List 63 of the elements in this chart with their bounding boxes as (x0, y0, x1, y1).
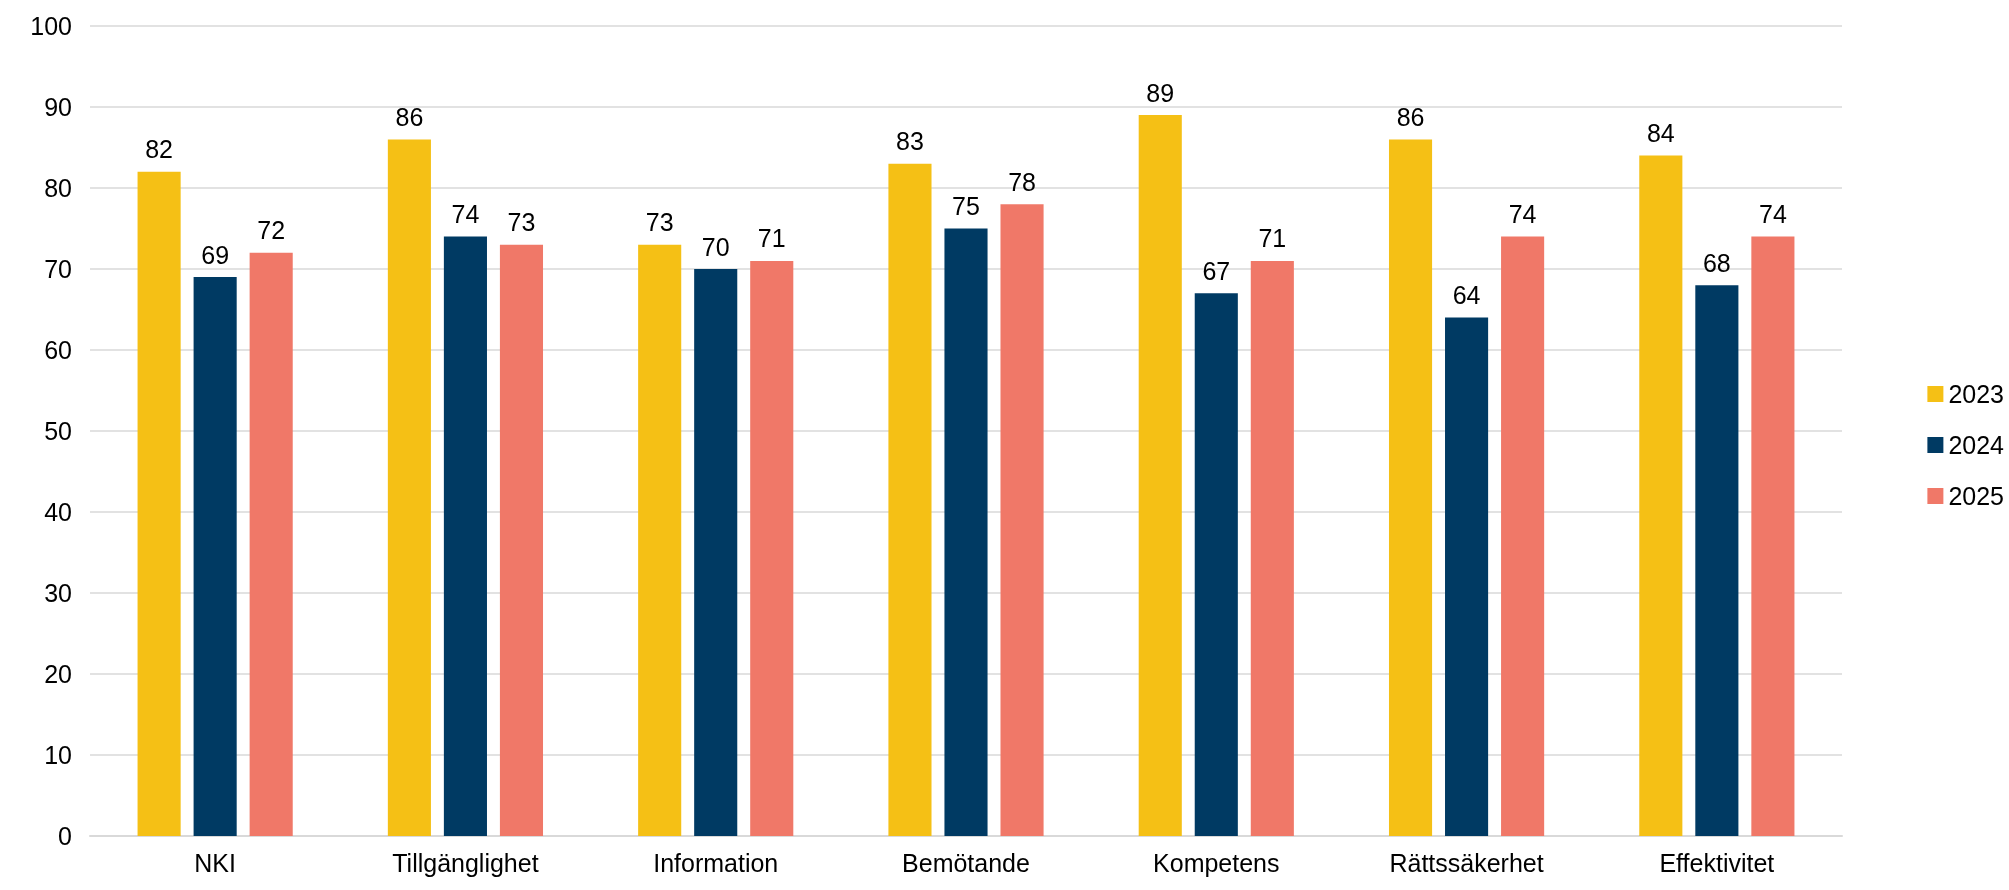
y-tick-label: 0 (58, 822, 72, 850)
data-label: 69 (201, 240, 230, 269)
bar (638, 244, 682, 836)
bar (1138, 115, 1182, 836)
y-tick-label: 30 (44, 579, 72, 607)
x-tick-label: Effektivitet (1659, 848, 1775, 877)
bar (944, 228, 988, 836)
data-label: 83 (896, 127, 924, 156)
bar (137, 171, 181, 836)
y-tick-label: 60 (44, 336, 72, 364)
data-label: 84 (1646, 119, 1675, 148)
data-label: 64 (1452, 281, 1481, 310)
bar (443, 236, 487, 836)
x-tick-label: Information (653, 848, 779, 877)
data-label: 71 (757, 224, 786, 253)
bar (888, 163, 932, 836)
y-tick-label: 100 (30, 12, 72, 40)
bar (1000, 204, 1044, 836)
data-label: 74 (1508, 200, 1537, 229)
x-tick-label: Kompetens (1153, 848, 1280, 877)
data-label: 75 (952, 192, 980, 220)
y-tick-label: 90 (44, 93, 72, 121)
y-tick-label: 80 (44, 174, 72, 202)
legend-label: 2024 (1948, 431, 2005, 459)
data-label: 71 (1258, 224, 1287, 253)
bar (694, 269, 738, 836)
data-label: 78 (1008, 167, 1036, 196)
bar (750, 260, 794, 836)
data-label: 67 (1202, 256, 1231, 285)
x-tick-label: Rättssäkerhet (1389, 848, 1544, 877)
data-label: 74 (1758, 200, 1787, 229)
x-tick-label: NKI (194, 848, 236, 877)
y-tick-label: 40 (44, 498, 72, 526)
data-label: 82 (145, 135, 174, 164)
x-tick-label: Bemötande (902, 848, 1030, 877)
y-tick-label: 70 (44, 255, 72, 283)
data-label: 70 (701, 232, 730, 261)
bar (1501, 236, 1545, 836)
bar (249, 252, 293, 836)
bar (1639, 155, 1683, 836)
bar (193, 277, 237, 836)
bar (387, 139, 431, 836)
legend-label: 2023 (1948, 380, 2005, 408)
legend-label: 2025 (1948, 482, 2005, 510)
bar (1388, 139, 1433, 836)
bar (499, 244, 544, 836)
bar (1751, 236, 1795, 836)
data-label: 68 (1702, 248, 1731, 277)
data-label: 72 (257, 216, 286, 245)
y-tick-label: 10 (44, 741, 72, 769)
bar (1445, 317, 1489, 836)
bar (1250, 260, 1294, 836)
data-label: 86 (395, 102, 424, 131)
bar (1194, 293, 1238, 836)
data-label: 74 (451, 200, 480, 229)
y-tick-label: 20 (44, 660, 72, 688)
bar (1695, 285, 1739, 836)
data-label: 73 (645, 208, 674, 237)
data-label: 89 (1146, 78, 1175, 107)
data-label: 86 (1396, 102, 1425, 131)
x-tick-label: Tillgänglighet (392, 848, 539, 877)
y-tick-label: 50 (44, 417, 72, 445)
data-label: 73 (507, 208, 536, 237)
